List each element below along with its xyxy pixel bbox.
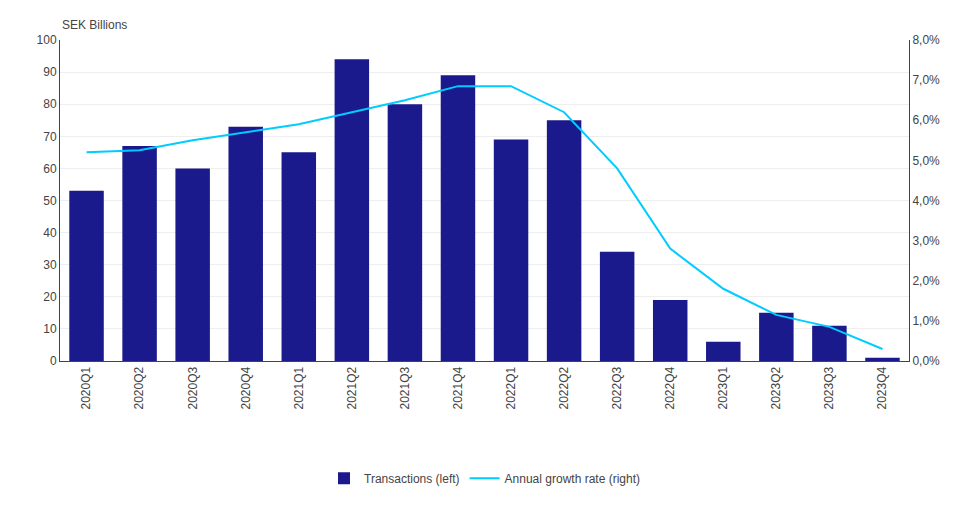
svg-text:8,0%: 8,0% (912, 33, 940, 47)
svg-text:2021Q4: 2021Q4 (451, 366, 465, 409)
svg-text:6,0%: 6,0% (912, 113, 940, 127)
svg-text:2020Q2: 2020Q2 (132, 366, 146, 409)
svg-text:2022Q2: 2022Q2 (557, 366, 571, 409)
svg-text:80: 80 (43, 97, 57, 111)
svg-text:0,0%: 0,0% (912, 354, 940, 368)
svg-text:3,0%: 3,0% (912, 234, 940, 248)
svg-text:5,0%: 5,0% (912, 154, 940, 168)
svg-text:0: 0 (50, 354, 57, 368)
svg-text:SEK Billions: SEK Billions (62, 18, 127, 32)
svg-text:70: 70 (43, 130, 57, 144)
svg-text:2023Q3: 2023Q3 (822, 366, 836, 409)
svg-text:2021Q3: 2021Q3 (398, 366, 412, 409)
svg-text:20: 20 (43, 290, 57, 304)
svg-text:90: 90 (43, 65, 57, 79)
svg-text:100: 100 (37, 33, 57, 47)
svg-text:2023Q1: 2023Q1 (716, 366, 730, 409)
svg-text:4,0%: 4,0% (912, 194, 940, 208)
svg-text:2021Q1: 2021Q1 (292, 366, 306, 409)
svg-text:2022Q4: 2022Q4 (663, 366, 677, 409)
svg-text:10: 10 (43, 322, 57, 336)
svg-text:2020Q1: 2020Q1 (79, 366, 93, 409)
svg-text:1,0%: 1,0% (912, 314, 940, 328)
svg-text:2022Q3: 2022Q3 (610, 366, 624, 409)
svg-text:40: 40 (43, 226, 57, 240)
svg-text:Transactions (left): Transactions (left) (364, 472, 460, 486)
svg-text:2022Q1: 2022Q1 (504, 366, 518, 409)
svg-text:2023Q2: 2023Q2 (769, 366, 783, 409)
svg-text:50: 50 (43, 194, 57, 208)
svg-text:2021Q2: 2021Q2 (345, 366, 359, 409)
svg-text:Annual growth rate (right): Annual growth rate (right) (505, 472, 640, 486)
svg-text:2020Q3: 2020Q3 (186, 366, 200, 409)
svg-text:2,0%: 2,0% (912, 274, 940, 288)
svg-text:2020Q4: 2020Q4 (239, 366, 253, 409)
svg-text:30: 30 (43, 258, 57, 272)
svg-text:60: 60 (43, 162, 57, 176)
svg-text:7,0%: 7,0% (912, 73, 940, 87)
svg-text:2023Q4: 2023Q4 (875, 366, 889, 409)
